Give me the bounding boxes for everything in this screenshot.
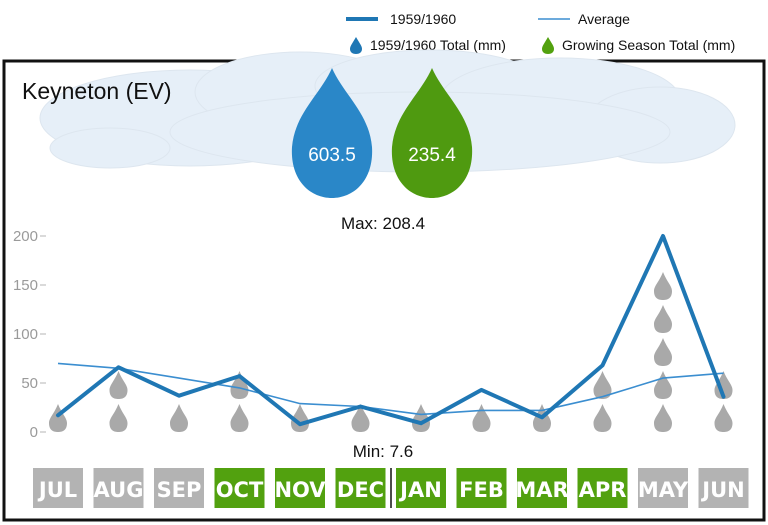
rain-drop-icon <box>170 404 188 432</box>
month-label: JUL <box>37 478 77 502</box>
month-label: NOV <box>274 478 326 502</box>
legend-growing-drop-icon <box>542 37 554 54</box>
min-label: Min: 7.6 <box>353 442 413 461</box>
rain-drop-icon <box>593 371 612 399</box>
legend-series-label: 1959/1960 <box>390 11 456 27</box>
month-may[interactable]: MAY <box>638 468 689 508</box>
rain-drop-icon <box>49 404 67 432</box>
month-sep[interactable]: SEP <box>154 468 204 508</box>
month-box[interactable] <box>517 468 567 508</box>
rain-drop-icon <box>714 404 733 432</box>
season-total-drop-icon <box>291 68 373 198</box>
y-tick-label: 200 <box>13 228 38 245</box>
y-axis: 0 50 100 150 200 <box>13 228 46 441</box>
month-box[interactable] <box>577 468 628 508</box>
month-jul[interactable]: JUL <box>33 468 83 508</box>
rain-drop-icon <box>351 404 370 432</box>
month-drop-icons <box>49 272 733 432</box>
month-oct[interactable]: OCT <box>214 468 265 508</box>
rain-drop-icon <box>654 371 672 399</box>
cloud-background <box>39 49 736 173</box>
month-box[interactable] <box>698 468 749 508</box>
month-feb[interactable]: FEB <box>456 468 507 508</box>
legend-total-label: 1959/1960 Total (mm) <box>370 37 506 53</box>
month-box[interactable] <box>154 468 204 508</box>
series-line-1959-1960 <box>56 234 726 427</box>
rain-drop-icon <box>230 371 249 399</box>
month-label: JAN <box>398 478 442 502</box>
legend-total-drop-icon <box>350 37 362 54</box>
month-label: FEB <box>459 478 504 502</box>
rain-drop-icon <box>654 305 672 333</box>
rain-drop-icon <box>654 272 672 300</box>
month-jun[interactable]: JUN <box>698 468 749 508</box>
month-box[interactable] <box>456 468 507 508</box>
station-title: Keyneton (EV) <box>22 78 172 104</box>
month-aug[interactable]: AUG <box>93 468 144 508</box>
month-label: DEC <box>337 478 384 502</box>
month-box[interactable] <box>638 468 688 508</box>
rain-drop-icon <box>472 404 491 432</box>
legend-growing-label: Growing Season Total (mm) <box>562 37 735 53</box>
month-label: MAR <box>515 478 568 502</box>
month-nov[interactable]: NOV <box>274 468 326 508</box>
month-box[interactable] <box>93 468 144 508</box>
growing-total-drop: 235.4 <box>391 68 473 198</box>
month-apr[interactable]: APR <box>577 468 628 508</box>
month-label: AUG <box>94 478 144 502</box>
month-mar[interactable]: MAR <box>515 468 569 508</box>
month-label: SEP <box>157 478 202 502</box>
rain-drop-icon <box>714 371 733 399</box>
y-tick-label: 100 <box>13 326 38 343</box>
month-label: JUN <box>700 478 744 502</box>
month-box[interactable] <box>396 468 446 508</box>
growing-total-drop-icon <box>391 68 473 198</box>
legend: 1959/1960 Average 1959/1960 Total (mm) G… <box>346 11 735 54</box>
average-line <box>57 362 724 416</box>
season-total-drop: 603.5 <box>291 68 373 198</box>
month-dec[interactable]: DEC <box>335 468 386 508</box>
month-label: MAY <box>638 478 689 502</box>
month-box[interactable] <box>33 468 83 508</box>
y-tick-label: 150 <box>13 277 38 294</box>
rain-drop-icon <box>593 404 612 432</box>
y-tick-label: 0 <box>30 424 38 441</box>
rain-drop-icon <box>654 404 672 432</box>
rain-drop-icon <box>230 404 249 432</box>
month-box[interactable] <box>275 468 325 508</box>
rain-drop-icon <box>109 371 128 399</box>
rain-drop-icon <box>109 404 128 432</box>
season-total-value: 603.5 <box>308 145 356 166</box>
month-label: OCT <box>216 478 264 502</box>
rain-drop-icon <box>654 338 672 366</box>
month-box[interactable] <box>214 468 265 508</box>
month-label: APR <box>579 478 627 502</box>
growing-total-value: 235.4 <box>408 145 456 166</box>
month-axis: JUL AUG SEP OCT NOV DEC JAN FEB MAR APR MAY JUN <box>33 468 749 508</box>
y-tick-label: 50 <box>21 375 38 392</box>
month-jan[interactable]: JAN <box>396 468 446 508</box>
rain-drop-icon <box>412 404 430 432</box>
month-box[interactable] <box>335 468 386 508</box>
legend-average-label: Average <box>578 11 630 27</box>
max-label: Max: 208.4 <box>341 214 425 233</box>
rain-drop-icon <box>291 404 309 432</box>
